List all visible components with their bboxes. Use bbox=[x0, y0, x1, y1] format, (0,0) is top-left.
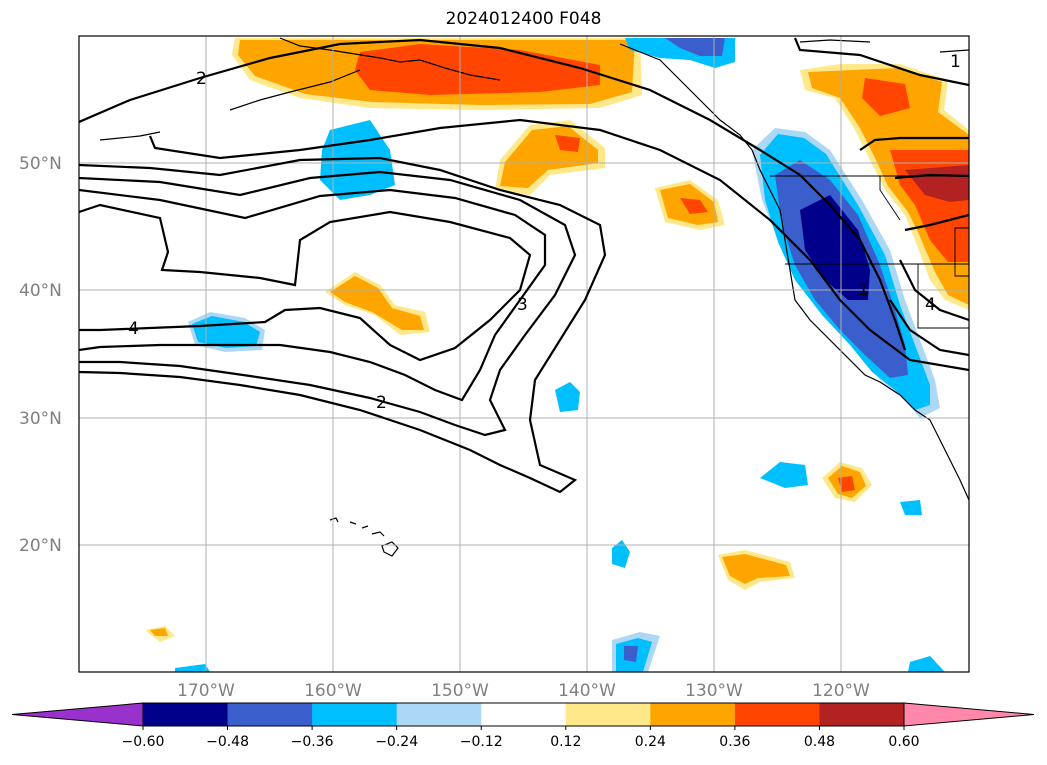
anomaly-cell bbox=[760, 462, 808, 488]
colorbar-segment bbox=[650, 703, 736, 726]
contour-label: 3 bbox=[517, 295, 528, 315]
colorbar-tick-label: −0.48 bbox=[206, 734, 249, 750]
latitude-labels: 50°N 40°N 30°N 20°N bbox=[19, 154, 62, 556]
lon-label-150w: 150°W bbox=[431, 681, 489, 701]
lon-label-170w: 170°W bbox=[177, 681, 235, 701]
lon-label-130w: 130°W bbox=[685, 681, 743, 701]
lon-label-160w: 160°W bbox=[304, 681, 362, 701]
colorbar-tick-label: 0.60 bbox=[888, 734, 919, 750]
contour-label: 2 bbox=[196, 69, 207, 89]
map-title: 2024012400 F048 bbox=[445, 9, 602, 29]
colorbar-segment bbox=[312, 703, 398, 726]
anomaly-cell bbox=[722, 554, 790, 584]
colorbar-extend-low bbox=[11, 702, 144, 727]
hawaii-islands bbox=[329, 517, 399, 557]
lat-label-50n: 50°N bbox=[19, 154, 62, 174]
longitude-labels: 170°W 160°W 150°W 140°W 130°W 120°W bbox=[177, 681, 870, 701]
anomaly-cell bbox=[555, 382, 580, 412]
anomaly-cell bbox=[612, 540, 630, 568]
colorbar-extend-high bbox=[903, 702, 1035, 727]
lat-label-20n: 20°N bbox=[19, 536, 62, 556]
colorbar-segment bbox=[396, 703, 482, 726]
contour-labels: 2 4 3 2 1 1 4 bbox=[128, 52, 961, 413]
anomaly-cell bbox=[555, 135, 580, 152]
lat-label-30n: 30°N bbox=[19, 409, 62, 429]
contour-label: 1 bbox=[950, 52, 961, 72]
contour-lines bbox=[79, 37, 969, 494]
anomaly-cell bbox=[838, 476, 855, 492]
contour-label: 4 bbox=[925, 295, 936, 315]
anomaly-cell bbox=[624, 646, 638, 662]
graticule bbox=[79, 36, 969, 672]
colorbar-tick-label: 0.12 bbox=[550, 734, 581, 750]
colorbar-tick-label: −0.12 bbox=[460, 734, 503, 750]
colorbar-segment bbox=[143, 703, 229, 726]
colorbar-tick-label: 0.36 bbox=[719, 734, 750, 750]
lon-label-120w: 120°W bbox=[812, 681, 870, 701]
colorbar-tick-label: −0.36 bbox=[291, 734, 334, 750]
contour-label: 1 bbox=[858, 280, 869, 300]
colorbar-tick-label: 0.48 bbox=[804, 734, 835, 750]
colorbar-tick-label: 0.24 bbox=[635, 734, 666, 750]
anomaly-cell bbox=[175, 664, 210, 672]
colorbar-segment bbox=[227, 703, 313, 726]
contour-label: 4 bbox=[128, 319, 139, 339]
anomaly-negative-north bbox=[625, 38, 735, 68]
anomaly-cell bbox=[150, 628, 168, 636]
colorbar-segment bbox=[734, 703, 820, 726]
colorbar-tick-label: −0.24 bbox=[375, 734, 418, 750]
contour-label: 2 bbox=[376, 393, 387, 413]
colorbar-tick-label: −0.60 bbox=[122, 734, 165, 750]
colorbar: −0.60 −0.48 −0.36 −0.24 −0.12 0.12 0.24 0.36 0.4… bbox=[11, 702, 1035, 750]
lon-label-140w: 140°W bbox=[558, 681, 616, 701]
colorbar-segment bbox=[819, 703, 905, 726]
anomaly-cell bbox=[900, 500, 922, 515]
lat-label-40n: 40°N bbox=[19, 281, 62, 301]
anomaly-cell bbox=[908, 656, 945, 672]
map-background bbox=[79, 36, 969, 672]
anomaly-positive-canada bbox=[800, 64, 969, 310]
colorbar-segment bbox=[481, 703, 567, 726]
colorbar-outline bbox=[142, 702, 905, 727]
map-border bbox=[78, 35, 970, 673]
colorbar-segment bbox=[565, 703, 651, 726]
anomaly-cell bbox=[680, 198, 708, 214]
